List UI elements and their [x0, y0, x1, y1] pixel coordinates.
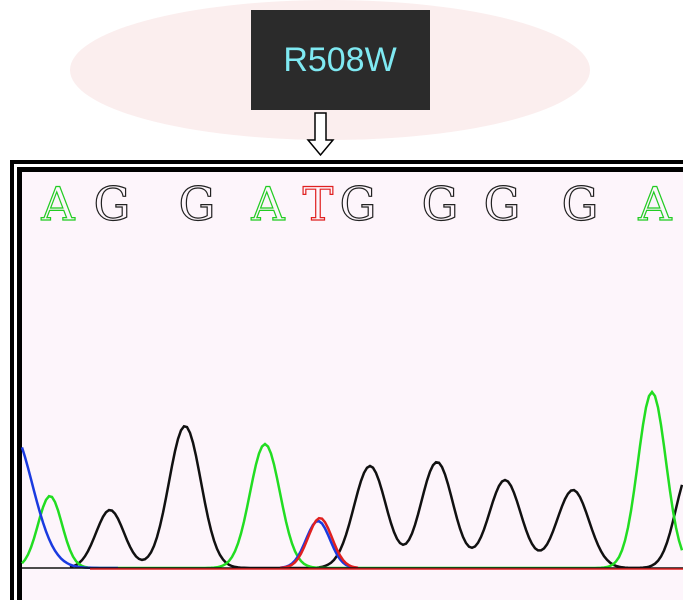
base-call: G — [94, 177, 131, 231]
base-call: A — [40, 177, 75, 231]
mutation-label: R508W — [283, 41, 396, 79]
base-call: G — [179, 177, 216, 231]
base-call: G — [422, 177, 459, 231]
page: {"label": "R508W", "sequence": ["A", "G"… — [0, 0, 683, 600]
base-call: T — [303, 177, 334, 231]
base-call: G — [484, 177, 521, 231]
base-call: G — [562, 177, 599, 231]
base-call: A — [250, 177, 285, 231]
base-call: G — [340, 177, 377, 231]
trace-panel — [22, 172, 683, 600]
screenshot: R508W AGGATGGGGA — [0, 0, 683, 600]
base-call: A — [637, 177, 672, 231]
